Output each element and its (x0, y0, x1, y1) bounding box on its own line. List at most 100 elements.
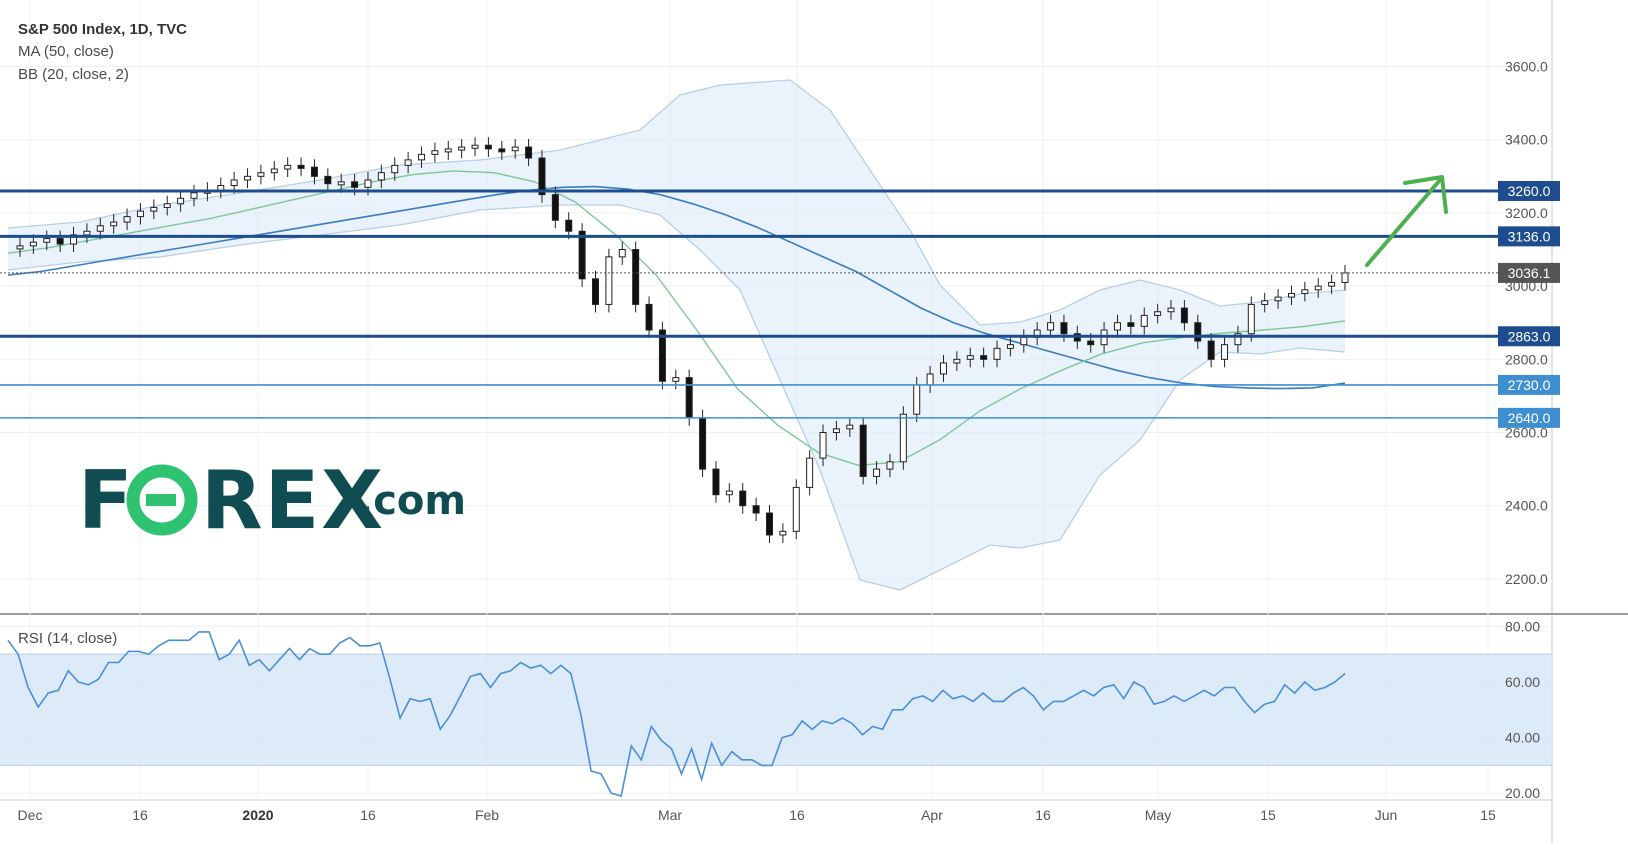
candle-body (484, 144, 492, 150)
candle-body (244, 175, 252, 181)
candle-body (725, 490, 733, 496)
candle-body (819, 432, 827, 459)
candle-body (565, 219, 573, 232)
candle-body (1221, 344, 1229, 360)
candle-body (846, 424, 854, 430)
candle-body (29, 241, 37, 247)
candle-body (792, 486, 800, 532)
candle-body (1113, 322, 1121, 331)
candle-body (658, 329, 666, 382)
candle-body (377, 172, 385, 181)
candle-body (404, 159, 412, 166)
candle-body (551, 194, 559, 221)
candle-body (471, 144, 479, 149)
candle-body (899, 413, 907, 463)
price-level-tag (1498, 407, 1560, 428)
candle-body (1314, 285, 1322, 291)
candle-body (832, 428, 840, 434)
candle-body (391, 164, 399, 174)
candle-body (431, 150, 439, 155)
bb-basis-line (7, 170, 1346, 467)
price-tick-label: 3600.0 (1505, 59, 1548, 75)
up-arrow-head (1403, 175, 1448, 214)
candle-body (177, 197, 185, 205)
price-tick-label: 2600.0 (1505, 425, 1548, 441)
candle-body (297, 164, 305, 169)
rsi-tick-label: 60.00 (1505, 674, 1540, 690)
price-tick-label: 2200.0 (1505, 571, 1548, 587)
candle-body (230, 179, 238, 186)
candle-body (578, 230, 586, 280)
candle-body (525, 146, 533, 159)
candle-body (632, 249, 640, 305)
candle-body (712, 468, 720, 496)
candle-body (1274, 296, 1282, 302)
candle-body (1047, 322, 1055, 331)
candle-body (699, 417, 707, 470)
candle-body (1127, 322, 1135, 327)
candle-body (873, 468, 881, 477)
rsi-pane: 20.00 40.00 60.00 80.00 (0, 618, 1552, 801)
bollinger-upper-band (7, 79, 1346, 326)
candle-body (1140, 314, 1148, 327)
svg-text:REX: REX (201, 454, 385, 547)
candle-body (953, 358, 961, 364)
candle-body (993, 347, 1001, 360)
candle-body (43, 238, 51, 243)
ma-50-line (7, 185, 1346, 390)
bollinger-fill (8, 80, 1345, 590)
candle-body (1328, 281, 1336, 287)
price-level-tag (1498, 374, 1560, 395)
time-tick-label: Jun (1375, 807, 1398, 823)
price-level-tag (1498, 326, 1560, 347)
candle-body (966, 355, 974, 360)
candle-body (56, 238, 64, 245)
candle-body (859, 424, 867, 477)
bb-legend: BB (20, close, 2) (18, 66, 129, 83)
candle-body (418, 153, 426, 161)
chart-title: S&P 500 Index, 1D, TVC (18, 21, 187, 38)
indicator-lines (7, 170, 1346, 467)
candle-body (96, 225, 104, 232)
candle-body (16, 245, 24, 250)
candle-body (739, 490, 747, 507)
candle-body (123, 216, 131, 223)
candle-body (1261, 300, 1269, 305)
price-level-label: 2730.0 (1508, 377, 1551, 393)
price-tick-label: 3200.0 (1505, 205, 1548, 221)
time-tick-label: 16 (1035, 807, 1051, 823)
logo-o-ring (126, 464, 198, 536)
candle-body (498, 148, 506, 153)
candle-body (364, 179, 372, 188)
candle-body (765, 512, 773, 536)
price-level-label: 3136.0 (1508, 228, 1551, 244)
svg-text:.com: .com (358, 478, 466, 524)
candle-body (1020, 336, 1028, 346)
price-level-label: 3260.0 (1508, 183, 1551, 199)
candle-body (284, 164, 292, 170)
candle-body (83, 230, 91, 236)
candle-body (1060, 322, 1068, 335)
rsi-tick-label: 20.00 (1505, 785, 1540, 801)
candle-body (444, 148, 452, 153)
candle-body (1167, 307, 1175, 313)
time-tick-label: 15 (1260, 807, 1276, 823)
price-level-label: 2640.0 (1508, 410, 1551, 426)
candle-body (190, 192, 198, 199)
candle-body (163, 203, 171, 208)
time-tick-label: Dec (18, 807, 43, 823)
price-level-tag (1498, 180, 1560, 201)
bollinger-lower-band (7, 204, 1346, 591)
candlestick-series (16, 137, 1349, 543)
time-tick-label: 2020 (242, 807, 273, 823)
time-tick-label: Apr (921, 807, 943, 823)
candle-body (752, 505, 760, 514)
price-tick-label: 2800.0 (1505, 351, 1548, 367)
candle-body (926, 373, 934, 386)
candle-body (1154, 311, 1162, 316)
rsi-tick-label: 80.00 (1505, 618, 1540, 634)
time-tick-label: 15 (1480, 807, 1496, 823)
price-levels: 3260.0 3136.0 2863.0 2730.0 2640.0 3036.1 (0, 175, 1560, 428)
